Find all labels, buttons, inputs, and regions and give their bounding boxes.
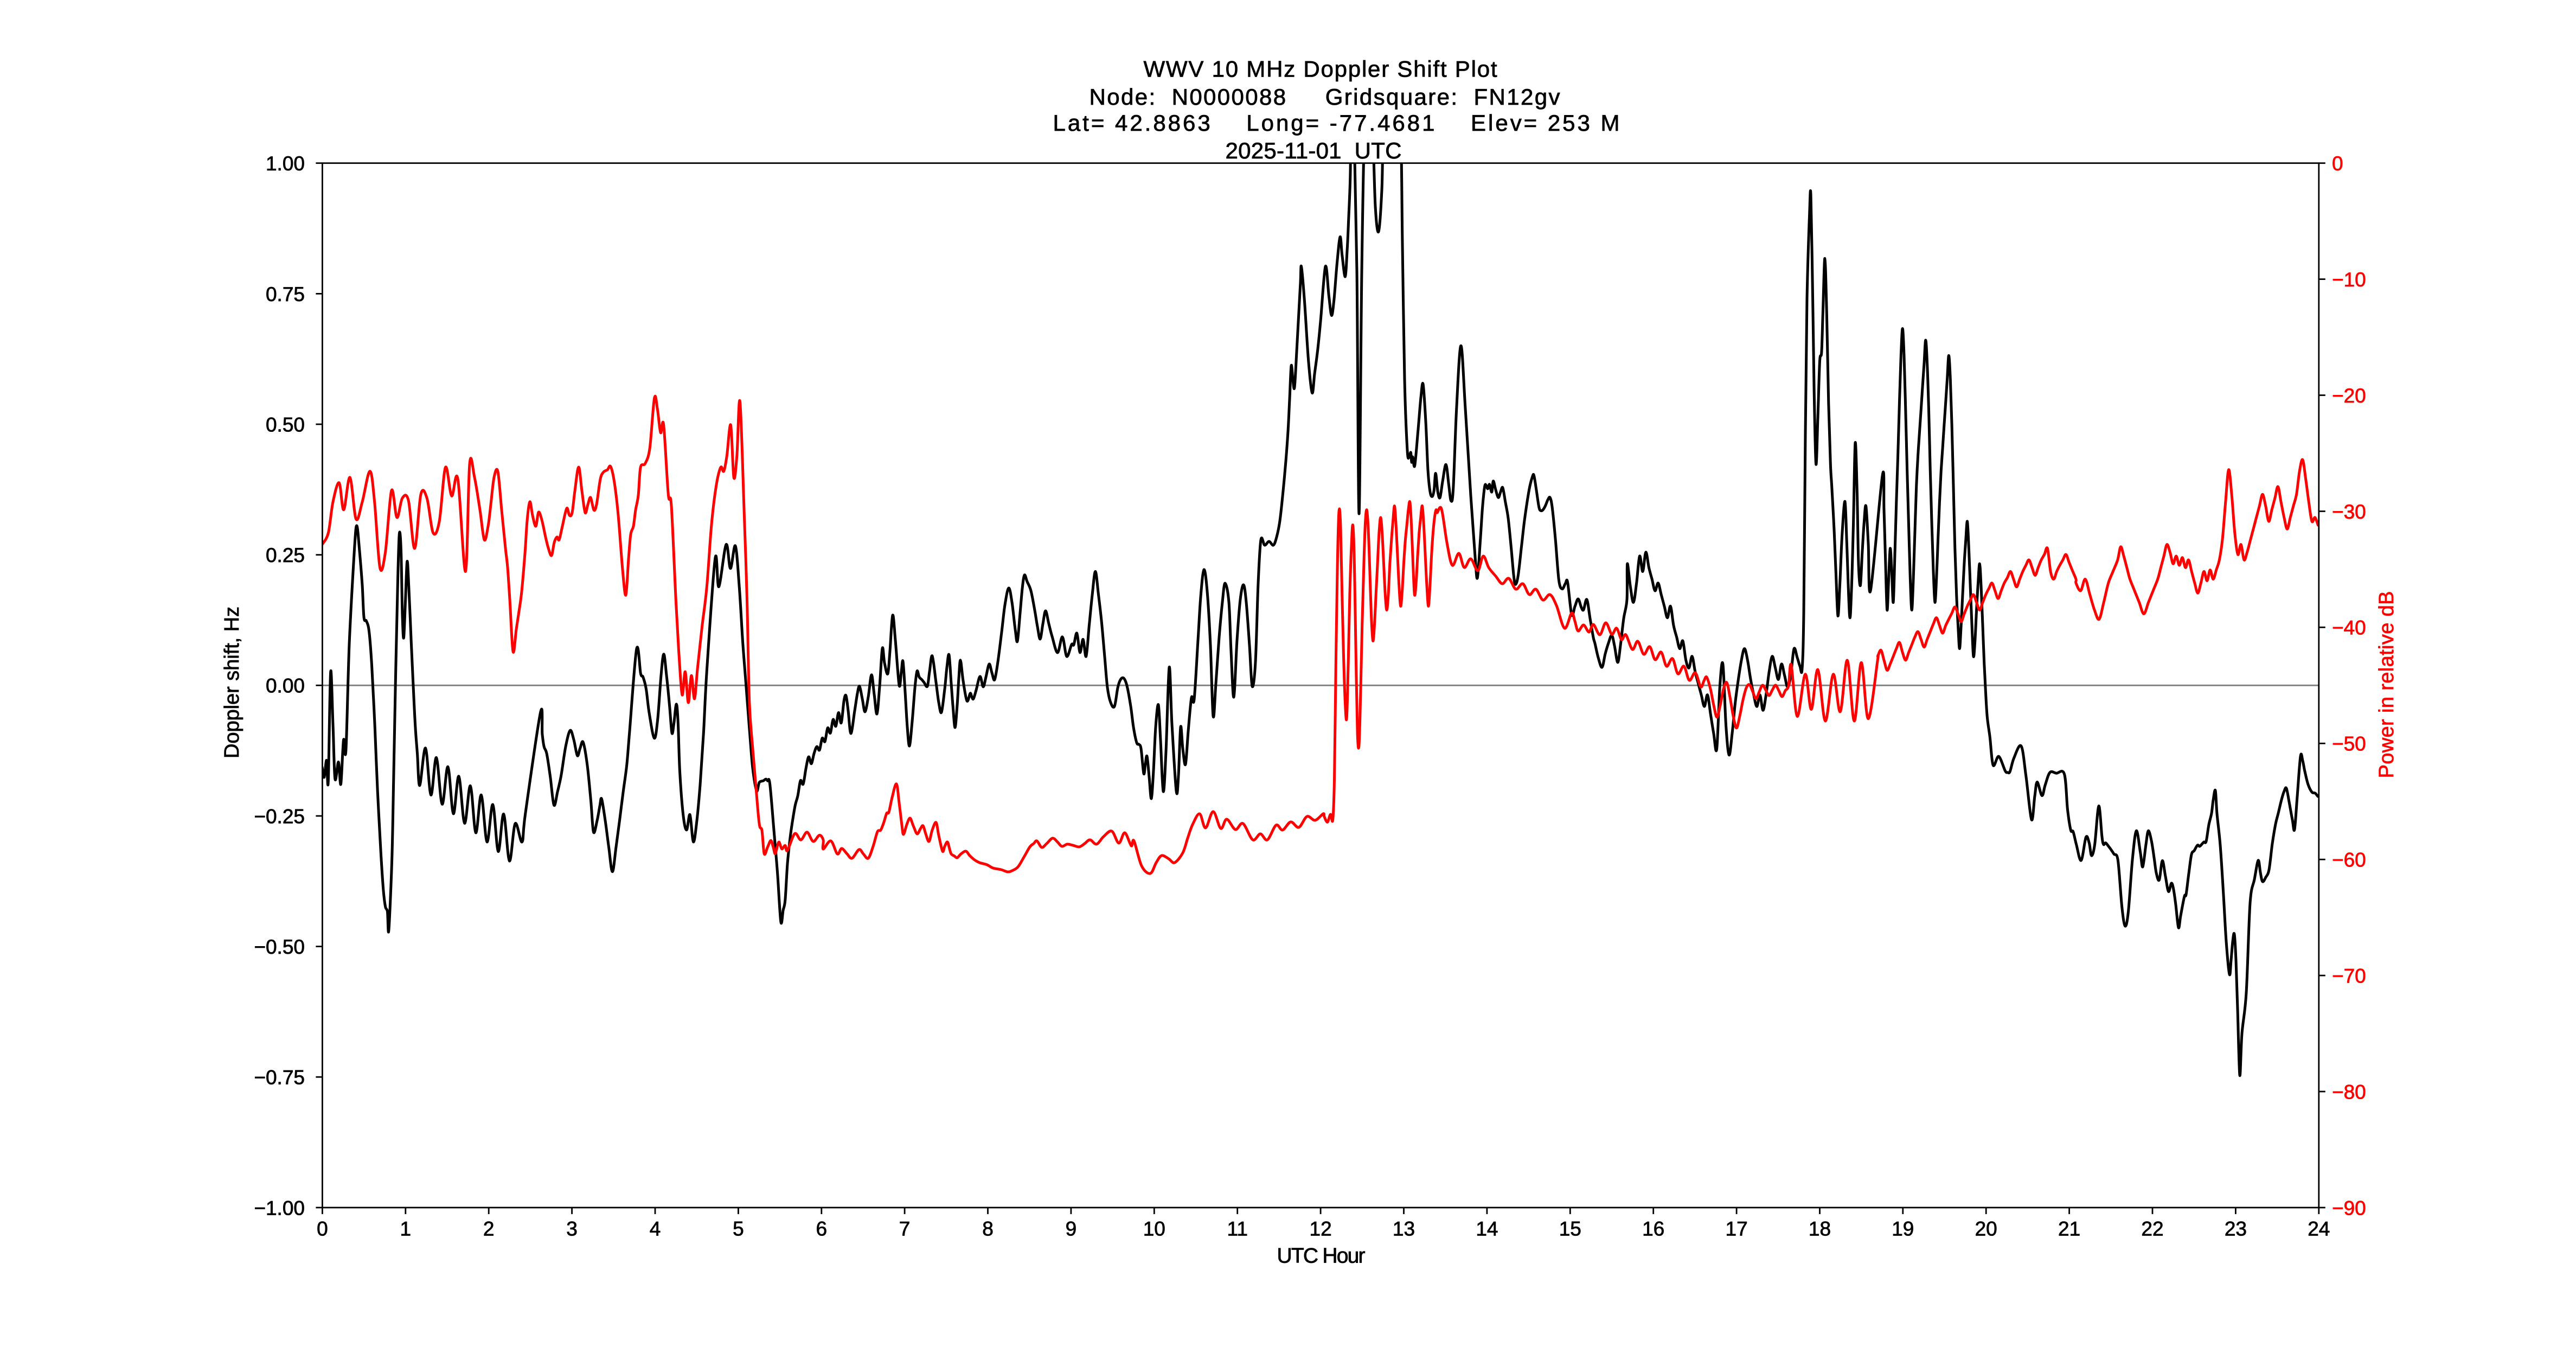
svg-text:−30: −30	[2332, 501, 2366, 523]
svg-text:−0.50: −0.50	[254, 936, 305, 958]
svg-text:−80: −80	[2332, 1081, 2366, 1103]
svg-text:1: 1	[400, 1218, 412, 1240]
svg-text:Doppler shift, Hz: Doppler shift, Hz	[221, 607, 243, 758]
svg-text:16: 16	[1642, 1218, 1664, 1240]
svg-text:0.25: 0.25	[266, 544, 305, 566]
svg-text:11: 11	[1227, 1218, 1247, 1240]
svg-text:4: 4	[650, 1218, 661, 1240]
svg-text:12: 12	[1310, 1218, 1332, 1240]
svg-text:15: 15	[1559, 1218, 1581, 1240]
svg-text:−40: −40	[2332, 617, 2366, 639]
svg-text:14: 14	[1476, 1218, 1498, 1240]
svg-text:2: 2	[483, 1218, 495, 1240]
svg-text:−1.00: −1.00	[254, 1197, 305, 1219]
svg-text:−0.75: −0.75	[254, 1067, 305, 1089]
svg-text:23: 23	[2225, 1218, 2247, 1240]
svg-text:Lat= 42.8863 Long= -77.4681: Lat= 42.8863 Long= -77.4681 Elev= 253 M	[1053, 110, 1620, 136]
svg-text:1.00: 1.00	[266, 152, 305, 175]
svg-text:5: 5	[733, 1218, 744, 1240]
svg-text:6: 6	[816, 1218, 828, 1240]
svg-text:22: 22	[2141, 1218, 2163, 1240]
svg-text:8: 8	[982, 1218, 994, 1240]
svg-text:−20: −20	[2332, 385, 2366, 407]
svg-text:2025-11-01 UTC: 2025-11-01 UTC	[1226, 138, 1402, 163]
svg-text:20: 20	[1975, 1218, 1997, 1240]
svg-text:24: 24	[2308, 1218, 2330, 1240]
svg-text:18: 18	[1809, 1218, 1831, 1240]
svg-text:21: 21	[2058, 1218, 2080, 1240]
svg-text:0.00: 0.00	[266, 675, 305, 697]
svg-text:10: 10	[1143, 1218, 1165, 1240]
svg-text:17: 17	[1726, 1218, 1748, 1240]
svg-text:13: 13	[1393, 1218, 1415, 1240]
svg-text:−90: −90	[2332, 1197, 2366, 1219]
svg-text:7: 7	[899, 1218, 911, 1240]
svg-text:3: 3	[566, 1218, 578, 1240]
svg-text:WWV 10 MHz Doppler Shift Plot: WWV 10 MHz Doppler Shift Plot	[1144, 56, 1497, 82]
svg-text:0.75: 0.75	[266, 283, 305, 305]
svg-text:0: 0	[2332, 152, 2343, 175]
svg-text:−10: −10	[2332, 269, 2366, 291]
svg-text:−0.25: −0.25	[254, 805, 305, 827]
svg-text:9: 9	[1066, 1218, 1077, 1240]
svg-text:−60: −60	[2332, 849, 2366, 871]
svg-text:−70: −70	[2332, 965, 2366, 987]
svg-text:−50: −50	[2332, 733, 2366, 755]
svg-text:19: 19	[1892, 1218, 1914, 1240]
svg-text:UTC Hour: UTC Hour	[1277, 1245, 1366, 1268]
svg-text:0.50: 0.50	[266, 413, 305, 436]
svg-text:Power in relative dB: Power in relative dB	[2375, 591, 2398, 779]
svg-text:0: 0	[317, 1218, 328, 1240]
